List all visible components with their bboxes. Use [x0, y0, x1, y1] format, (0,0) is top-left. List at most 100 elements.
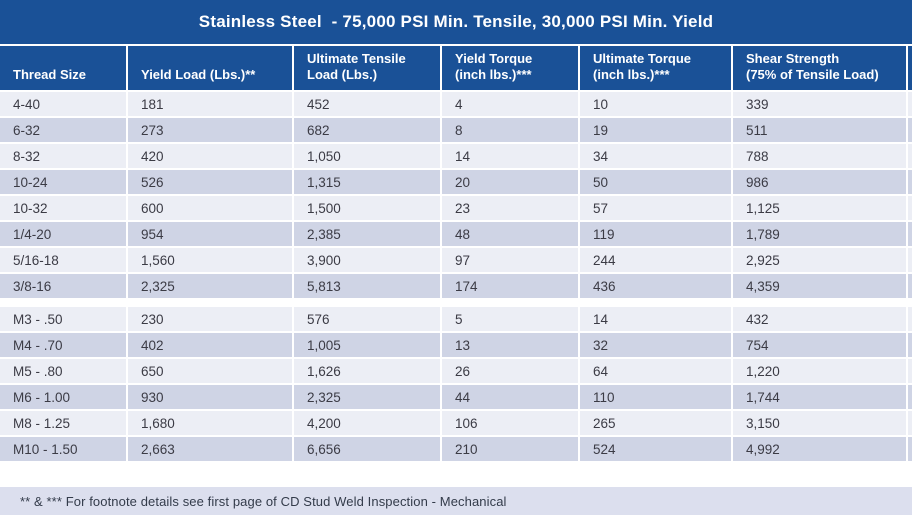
table-edge-filler: [908, 196, 912, 220]
table-cell: 4,200: [294, 411, 440, 435]
table-cell: 511: [733, 118, 906, 142]
table-cell: 2,385: [294, 222, 440, 246]
table-header-row: Thread Size Yield Load (Lbs.)** Ultimate…: [0, 46, 912, 90]
table-cell: 6,656: [294, 437, 440, 461]
table-cell: 10: [580, 92, 731, 116]
table-cell: 23: [442, 196, 578, 220]
table-cell: 1,315: [294, 170, 440, 194]
table-cell: 3,900: [294, 248, 440, 272]
table-cell: 50: [580, 170, 731, 194]
table-cell: 754: [733, 333, 906, 357]
table-cell: 1,680: [128, 411, 292, 435]
table-cell: 8: [442, 118, 578, 142]
table-cell: 1,560: [128, 248, 292, 272]
table-edge-filler: [908, 118, 912, 142]
table-edge-filler: [908, 333, 912, 357]
thread-size-cell: M5 - .80: [0, 359, 126, 383]
table-row: 4-40 181 452 4 10 339: [0, 92, 912, 116]
table-row: 10-32 600 1,500 23 57 1,125: [0, 196, 912, 220]
thread-size-cell: 10-32: [0, 196, 126, 220]
table-cell: 954: [128, 222, 292, 246]
table-cell: 14: [442, 144, 578, 168]
table-cell: 650: [128, 359, 292, 383]
thread-size-cell: M4 - .70: [0, 333, 126, 357]
table-cell: 13: [442, 333, 578, 357]
table-cell: 32: [580, 333, 731, 357]
table-edge-filler: [908, 385, 912, 409]
table-edge-filler: [908, 411, 912, 435]
table-cell: 3,150: [733, 411, 906, 435]
table-cell: 4: [442, 92, 578, 116]
column-header-ultimate-torque: Ultimate Torque (inch lbs.)***: [580, 46, 731, 90]
table-cell: 526: [128, 170, 292, 194]
thread-size-cell: 1/4-20: [0, 222, 126, 246]
table-edge-filler: [908, 222, 912, 246]
table-cell: 26: [442, 359, 578, 383]
table-edge-filler: [908, 359, 912, 383]
page-title: Stainless Steel - 75,000 PSI Min. Tensil…: [198, 12, 714, 31]
table-row: 8-32 420 1,050 14 34 788: [0, 144, 912, 168]
title-band: Stainless Steel - 75,000 PSI Min. Tensil…: [0, 0, 912, 44]
table-cell: 34: [580, 144, 731, 168]
thread-size-cell: M6 - 1.00: [0, 385, 126, 409]
table-cell: 4,992: [733, 437, 906, 461]
table-cell: 1,789: [733, 222, 906, 246]
table-cell: 1,500: [294, 196, 440, 220]
thread-size-cell: M10 - 1.50: [0, 437, 126, 461]
column-header-ultimate-tensile: Ultimate Tensile Load (Lbs.): [294, 46, 440, 90]
table-cell: 930: [128, 385, 292, 409]
table-cell: 420: [128, 144, 292, 168]
table-edge-filler: [908, 248, 912, 272]
table-cell: 5,813: [294, 274, 440, 298]
thread-size-cell: M8 - 1.25: [0, 411, 126, 435]
table-row: M10 - 1.50 2,663 6,656 210 524 4,992: [0, 437, 912, 461]
table-body: 4-40 181 452 4 10 339 6-32 273 682 8 19 511 8-32 420 1…: [0, 92, 912, 461]
table-cell: 174: [442, 274, 578, 298]
thread-size-cell: M3 - .50: [0, 307, 126, 331]
column-header-shear-strength: Shear Strength (75% of Tensile Load): [733, 46, 906, 90]
table-cell: 2,663: [128, 437, 292, 461]
thread-size-cell: 10-24: [0, 170, 126, 194]
table-cell: 44: [442, 385, 578, 409]
table-edge-filler: [908, 170, 912, 194]
table-cell: 600: [128, 196, 292, 220]
bottom-spacer: [0, 463, 912, 487]
table-cell: 106: [442, 411, 578, 435]
table-cell: 230: [128, 307, 292, 331]
table-cell: 97: [442, 248, 578, 272]
table-cell: 432: [733, 307, 906, 331]
table-cell: 19: [580, 118, 731, 142]
table-cell: 273: [128, 118, 292, 142]
table-row: M8 - 1.25 1,680 4,200 106 265 3,150: [0, 411, 912, 435]
table-row: M3 - .50 230 576 5 14 432: [0, 307, 912, 331]
table-cell: 339: [733, 92, 906, 116]
column-header-yield-torque: Yield Torque (inch lbs.)***: [442, 46, 578, 90]
table-cell: 57: [580, 196, 731, 220]
table-cell: 119: [580, 222, 731, 246]
table-edge-filler: [908, 307, 912, 331]
table-cell: 265: [580, 411, 731, 435]
table-cell: 402: [128, 333, 292, 357]
table-cell: 524: [580, 437, 731, 461]
thread-size-cell: 4-40: [0, 92, 126, 116]
table-row: 5/16-18 1,560 3,900 97 244 2,925: [0, 248, 912, 272]
table-cell: 1,125: [733, 196, 906, 220]
table-edge-filler: [908, 46, 912, 90]
table-cell: 2,325: [128, 274, 292, 298]
table-cell: 788: [733, 144, 906, 168]
table-cell: 682: [294, 118, 440, 142]
column-header-thread-size: Thread Size: [0, 46, 126, 90]
table-row: 10-24 526 1,315 20 50 986: [0, 170, 912, 194]
table-cell: 576: [294, 307, 440, 331]
table-cell: 110: [580, 385, 731, 409]
table-edge-filler: [908, 92, 912, 116]
table-cell: 210: [442, 437, 578, 461]
table-edge-filler: [908, 144, 912, 168]
thread-size-cell: 5/16-18: [0, 248, 126, 272]
table-cell: 5: [442, 307, 578, 331]
footnote-band: ** & *** For footnote details see first …: [0, 487, 912, 515]
table-cell: 1,626: [294, 359, 440, 383]
table-row: M6 - 1.00 930 2,325 44 110 1,744: [0, 385, 912, 409]
thread-size-cell: 6-32: [0, 118, 126, 142]
